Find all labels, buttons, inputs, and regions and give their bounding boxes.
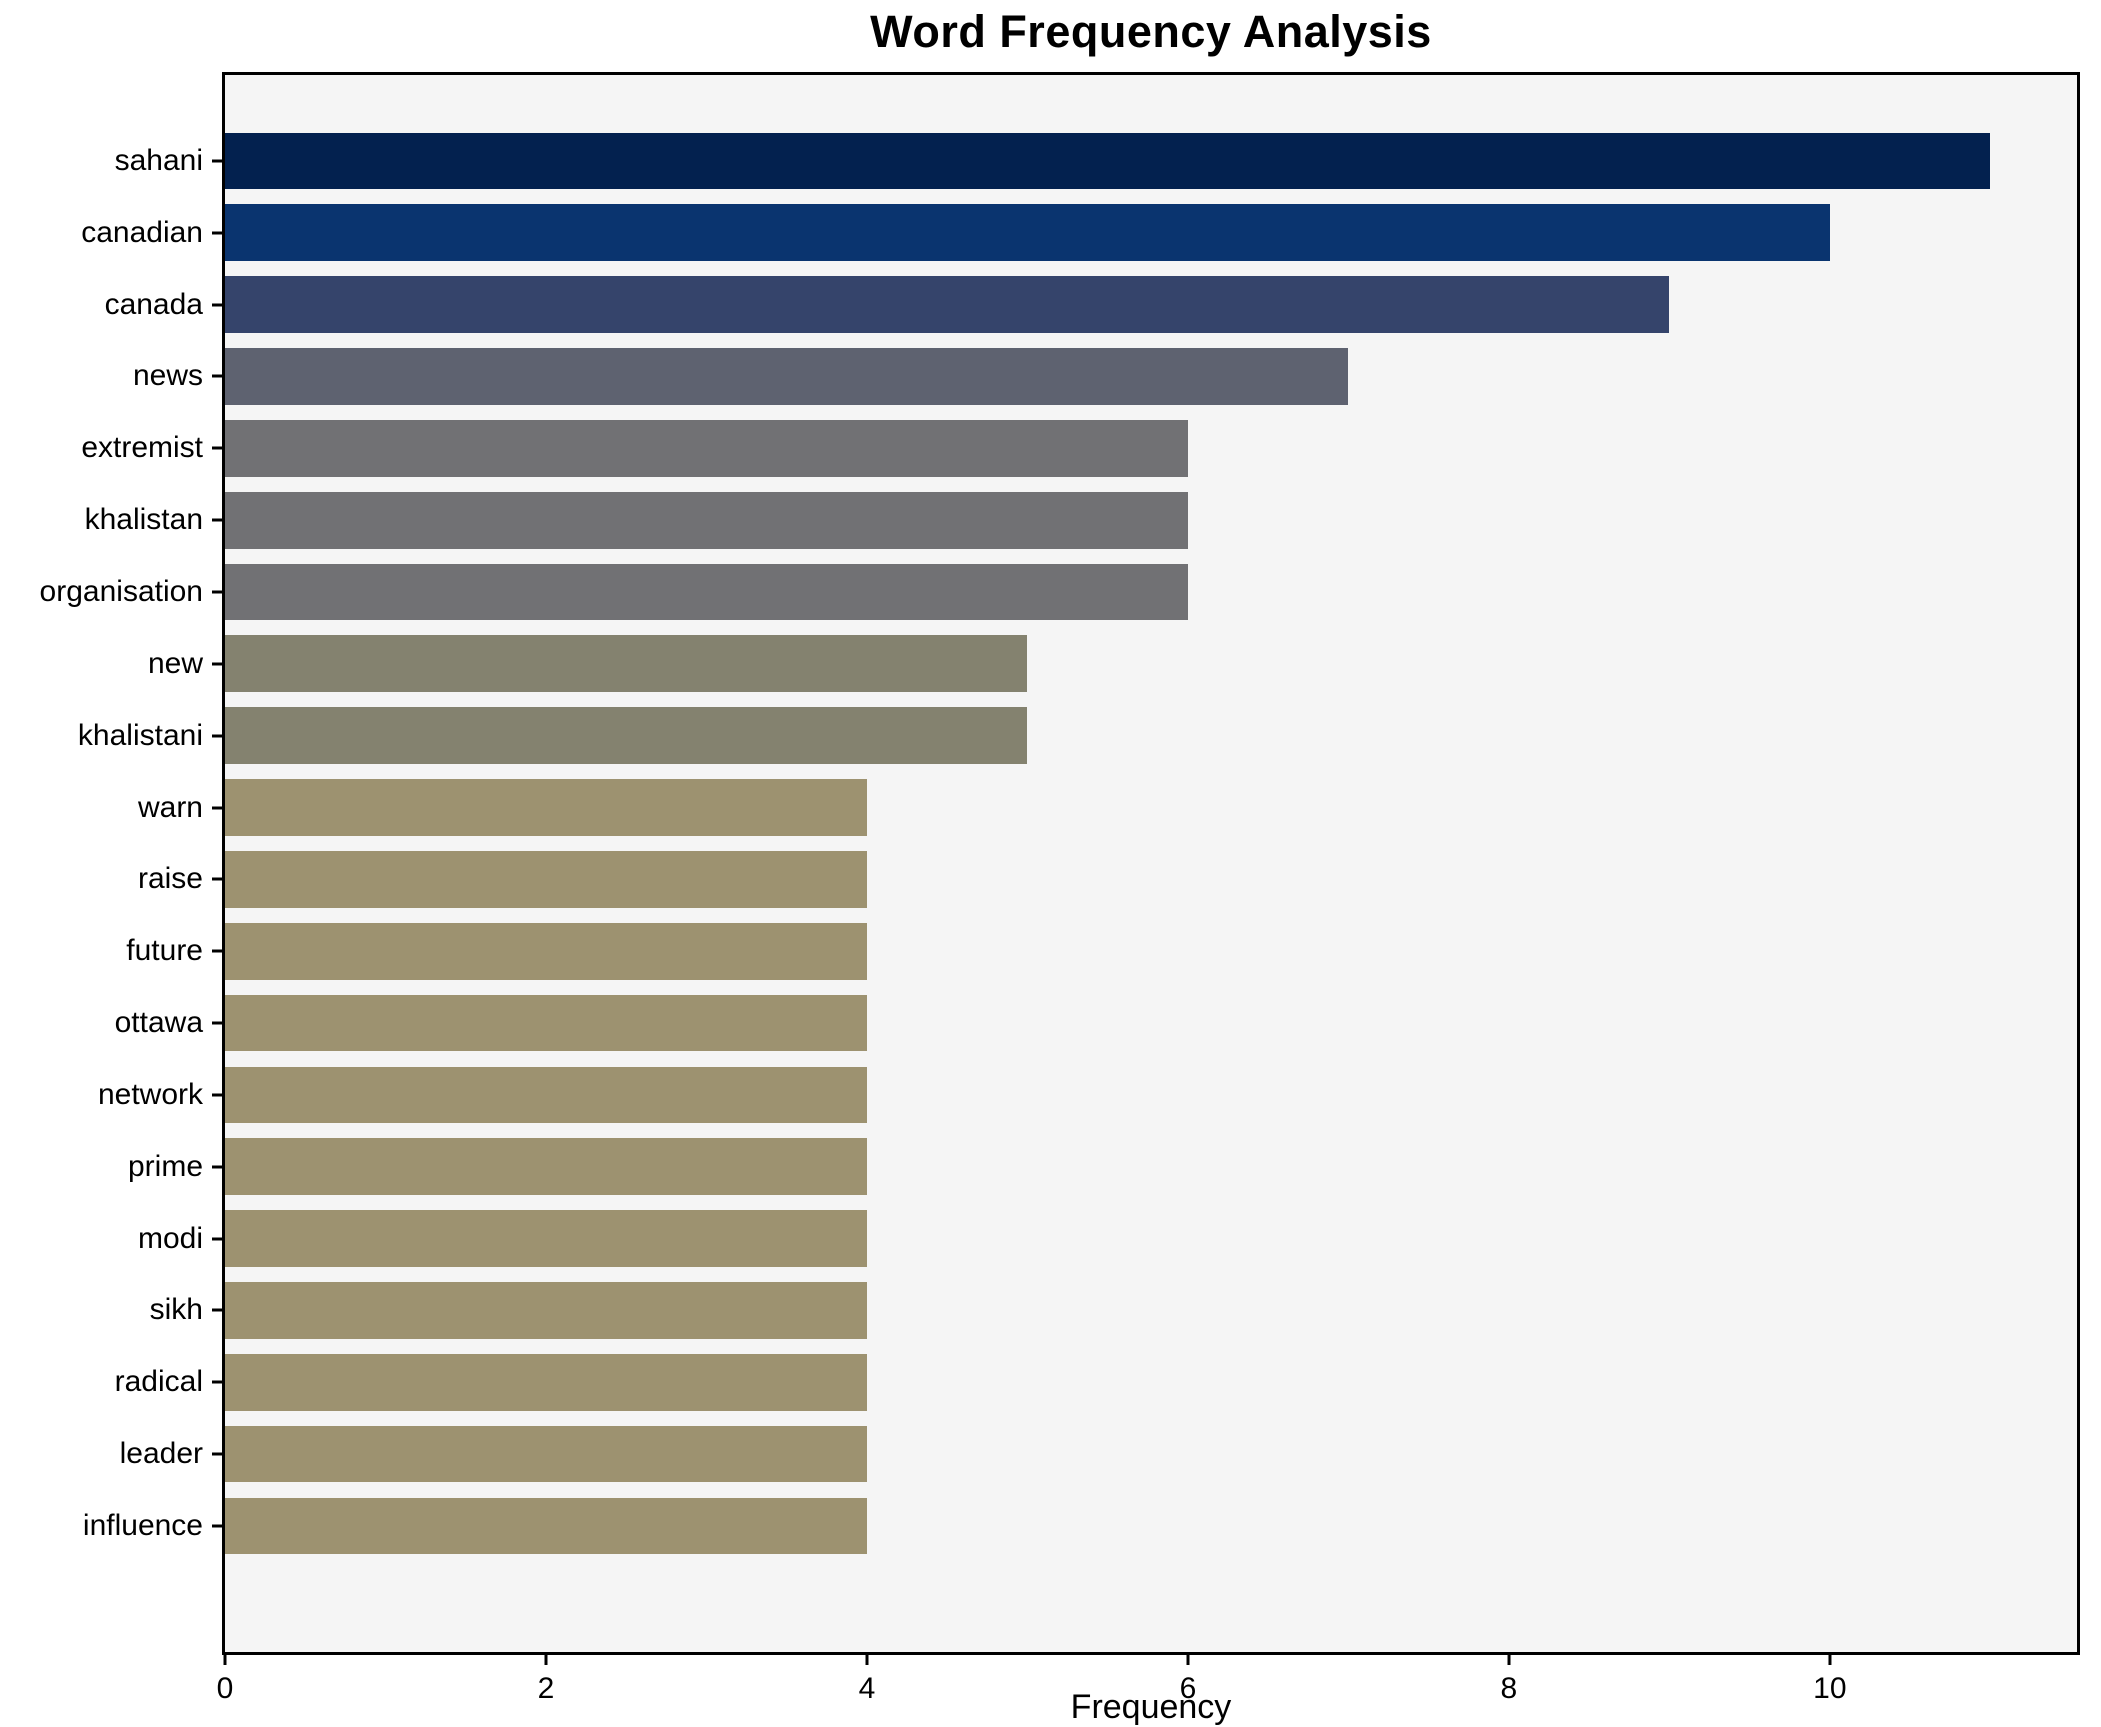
plot-area: sahani canadian canada news extremist khalist… (40, 72, 2080, 1705)
bar (225, 132, 1991, 190)
bar (225, 1497, 867, 1555)
bar (225, 922, 867, 980)
bar (225, 779, 867, 836)
bar (225, 1210, 867, 1267)
bar (225, 1425, 867, 1483)
bar (225, 491, 1188, 549)
y-tick-mark (212, 877, 222, 881)
x-tick-label: 6 (1179, 1672, 1197, 1705)
y-tick-mark (212, 662, 222, 666)
bar-row-prime: prime (128, 1131, 2077, 1203)
x-axis-label: Frequency (1070, 1688, 1232, 1726)
bar (225, 994, 867, 1052)
y-tick-mark (212, 446, 222, 450)
y-tick-label: sahani (114, 143, 203, 177)
y-tick-mark (212, 949, 222, 953)
x-tick-mark (1507, 1652, 1511, 1665)
y-tick-label: new (147, 646, 203, 680)
bar-row-extremist: extremist (81, 412, 2077, 484)
bar (225, 1353, 867, 1411)
x-tick-mark (223, 1652, 227, 1665)
x-tick-mark (865, 1652, 869, 1665)
bar-row-modi: modi (138, 1203, 2077, 1275)
y-tick-label: news (132, 359, 203, 393)
bar-row-future: future (126, 915, 2077, 987)
y-tick-mark (212, 159, 222, 163)
y-tick-label: warn (137, 790, 203, 824)
bar (225, 850, 867, 908)
y-tick-label: ottawa (114, 1006, 203, 1040)
x-tick-label: 2 (537, 1672, 555, 1705)
y-tick-label: influence (82, 1508, 203, 1542)
bar (225, 419, 1188, 477)
y-tick-label: radical (114, 1365, 203, 1399)
y-tick-mark (212, 1021, 222, 1025)
y-tick-label: raise (137, 862, 203, 896)
bar (225, 1066, 867, 1124)
bar (225, 1138, 867, 1196)
y-tick-mark (212, 518, 222, 522)
y-tick-mark (212, 590, 222, 594)
y-tick-mark (212, 806, 222, 810)
y-tick-mark (212, 1093, 222, 1097)
x-tick-label: 4 (858, 1672, 876, 1705)
y-tick-label: modi (137, 1221, 203, 1255)
bar (225, 348, 1349, 405)
bar-row-canada: canada (105, 269, 2077, 341)
bar-row-raise: raise (138, 843, 2077, 915)
y-tick-label: khalistani (77, 718, 203, 752)
bar-row-khalistani: khalistani (78, 700, 2077, 772)
bar-row-sikh: sikh (150, 1275, 2077, 1347)
y-tick-mark (212, 1452, 222, 1456)
bar-row-ottawa: ottawa (115, 987, 2077, 1059)
y-tick-mark (212, 734, 222, 738)
y-tick-mark (212, 374, 222, 378)
y-tick-label: canada (104, 287, 203, 321)
bar-row-influence: influence (83, 1490, 2077, 1562)
y-tick-mark (212, 1237, 222, 1241)
y-tick-label: extremist (81, 431, 203, 465)
bar (225, 276, 1670, 333)
y-tick-label: khalistan (84, 503, 203, 537)
bar-row-network: network (98, 1059, 2077, 1131)
bar-row-new: new (148, 628, 2077, 700)
y-tick-label: prime (127, 1149, 203, 1183)
bar-row-sahani: sahani (115, 125, 2077, 197)
y-tick-label: organisation (39, 574, 203, 608)
x-tick-label: 0 (216, 1672, 234, 1705)
x-tick-mark (544, 1652, 548, 1665)
chart-title: Word Frequency Analysis (870, 6, 1432, 57)
y-tick-mark (212, 1380, 222, 1384)
bar (225, 635, 1028, 693)
bar-row-radical: radical (115, 1346, 2077, 1418)
bar (225, 204, 1830, 262)
y-tick-mark (212, 1308, 222, 1312)
bar (225, 707, 1028, 765)
y-tick-label: leader (119, 1437, 203, 1471)
y-tick-mark (212, 231, 222, 235)
bars: sahani canadian canada news extremist khalist… (40, 125, 2077, 1562)
y-tick-label: canadian (81, 215, 203, 249)
bar-row-khalistan: khalistan (85, 484, 2077, 556)
bar-row-canadian: canadian (81, 197, 2077, 269)
y-tick-label: sikh (149, 1293, 203, 1327)
y-tick-mark (212, 1165, 222, 1169)
bar-row-organisation: organisation (40, 556, 2077, 628)
x-tick-label: 8 (1500, 1672, 1518, 1705)
y-tick-label: future (126, 934, 203, 968)
bar (225, 1282, 867, 1339)
bar-row-news: news (133, 341, 2077, 413)
y-tick-mark (212, 1524, 222, 1528)
x-tick-mark (1186, 1652, 1190, 1665)
x-tick-label: 10 (1813, 1672, 1847, 1705)
y-tick-label: network (97, 1077, 203, 1111)
bar-row-warn: warn (138, 772, 2077, 844)
bar-row-leader: leader (120, 1418, 2077, 1490)
bar (225, 563, 1188, 621)
y-tick-mark (212, 303, 222, 307)
x-tick-mark (1828, 1652, 1832, 1665)
